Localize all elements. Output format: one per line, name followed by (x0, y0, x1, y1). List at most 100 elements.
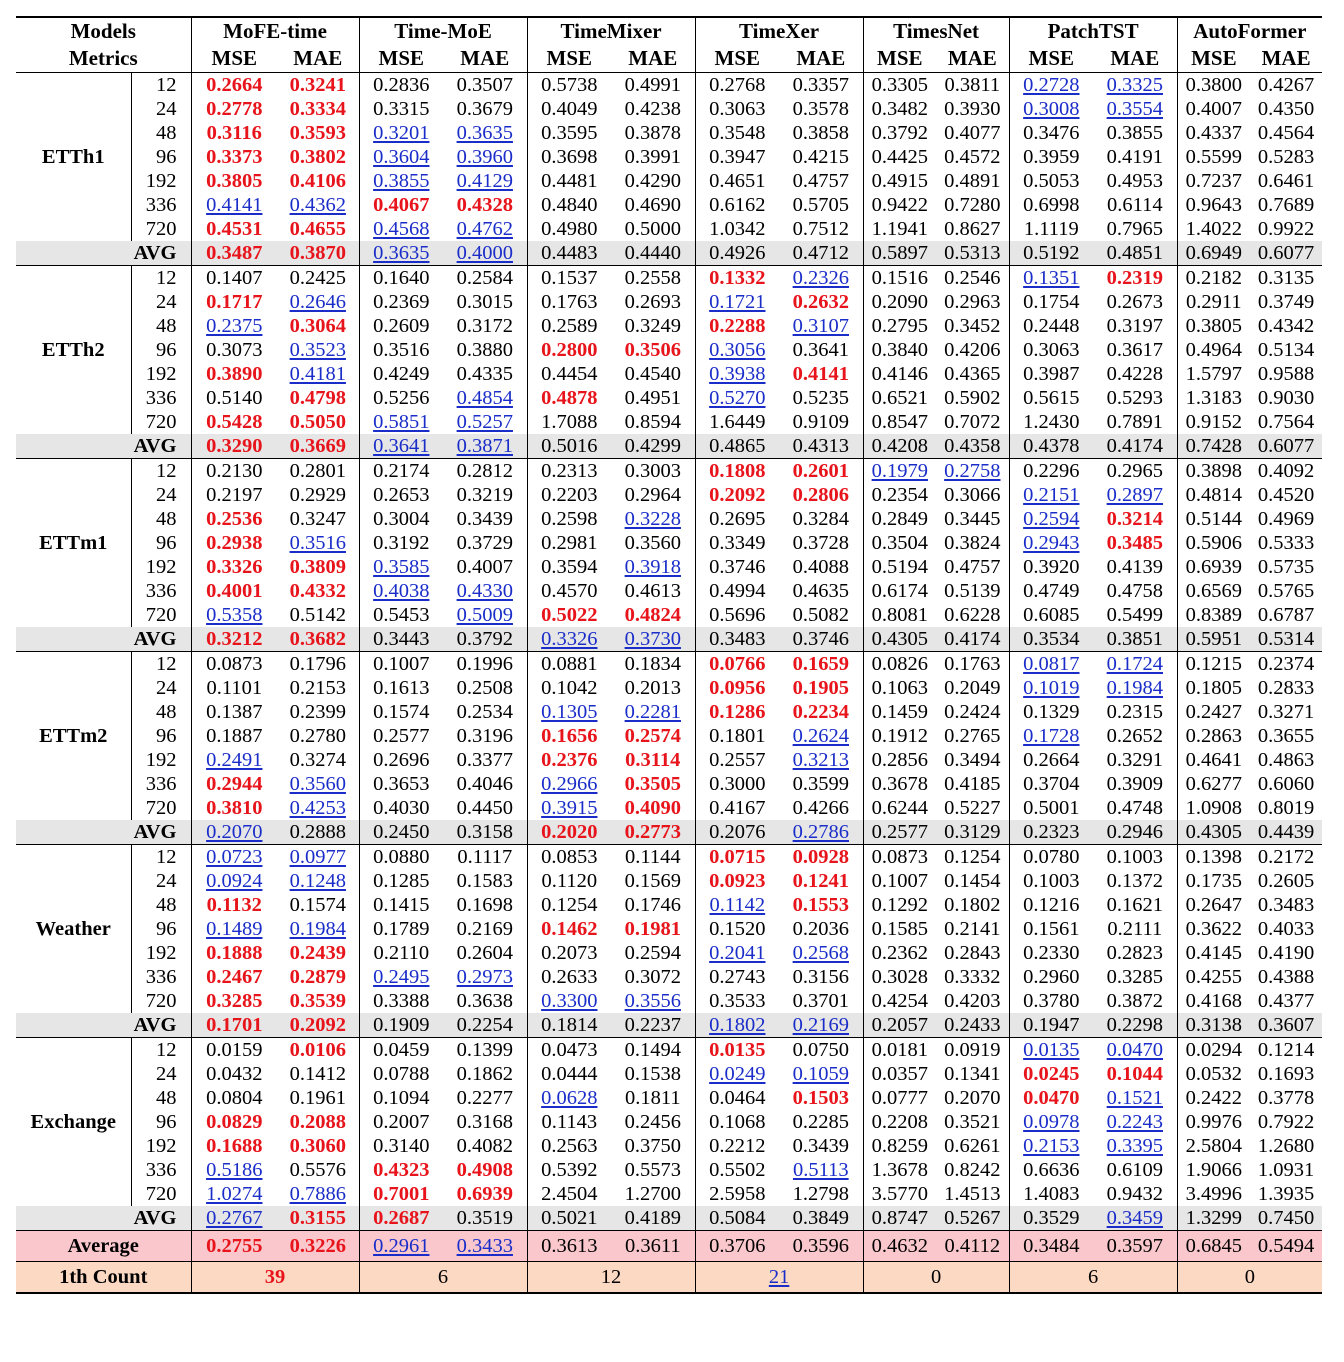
metric-value-cell: 0.6060 (1257, 773, 1315, 795)
metric-value-cell: 0.3290 (191, 434, 278, 459)
horizon-label: 336 (131, 1158, 192, 1182)
horizon-label: 12 (131, 265, 192, 290)
metric-value-cell: 0.2092 (277, 1013, 360, 1038)
metric-value-cell: 0.5313 (936, 241, 1010, 266)
metric-value-cell: 0.2598 (541, 508, 598, 530)
metric-value-cell: 0.3548 (709, 122, 766, 144)
best-value: 0.1462 (541, 918, 598, 940)
avg-label: AVG (131, 1206, 192, 1231)
metric-value-cell: 0.4568 (359, 217, 443, 241)
second-best-value: 0.3008 (1023, 98, 1080, 120)
mse-header: MSE (1177, 45, 1251, 73)
metric-value-cell: 0.7689 (1257, 194, 1315, 216)
best-value: 0.4328 (456, 194, 513, 216)
horizon-label: 24 (131, 676, 192, 700)
metric-value-cell: 0.4915 (871, 170, 928, 192)
best-value: 0.4824 (624, 604, 681, 626)
metric-value-cell: 2.4504 (541, 1183, 598, 1205)
metric-value-cell: 0.3172 (443, 314, 528, 338)
metric-value-cell: 0.5765 (1257, 580, 1315, 602)
metric-value-cell: 0.4365 (936, 362, 1010, 386)
metric-value-cell: 0.0628 (527, 1086, 611, 1110)
metric-value-cell: 0.4953 (1093, 169, 1178, 193)
metric-value-cell: 0.2088 (277, 1110, 360, 1134)
metric-value-cell: 0.3305 (863, 72, 937, 97)
metric-value-cell: 0.2767 (191, 1206, 278, 1231)
metric-value-cell: 0.3613 (527, 1230, 612, 1262)
table-row: 720 0.5428 0.5050 0.5851 0.5257 1.7088 0.8594 1… (16, 410, 1322, 434)
metric-value-cell: 0.4520 (1257, 484, 1315, 506)
metric-value-cell: 0.7512 (779, 217, 864, 241)
metric-value-cell: 0.7965 (1093, 217, 1178, 241)
metric-value-cell: 0.1984 (277, 917, 360, 941)
metric-value-cell: 0.3064 (277, 314, 360, 338)
metric-value-cell: 0.8547 (871, 411, 928, 433)
avg-label: AVG (131, 434, 192, 459)
metric-value-cell: 0.3519 (443, 1206, 528, 1231)
metric-value-cell: 0.2888 (277, 820, 360, 845)
best-value: 0.3290 (206, 435, 263, 457)
metric-value-cell: 0.6939 (443, 1182, 528, 1206)
metric-value-cell: 0.4757 (936, 555, 1010, 579)
dataset-label: ETTh2 (16, 265, 132, 434)
metric-value-cell: 0.2693 (611, 290, 696, 314)
metric-value-cell: 0.4077 (936, 121, 1010, 145)
table-row: 336 0.5140 0.4798 0.5256 0.4854 0.4878 0.4951 0… (16, 386, 1322, 410)
second-best-value: 0.3871 (456, 435, 513, 457)
dataset-label: Exchange (16, 1037, 132, 1206)
second-best-value: 0.2375 (206, 315, 263, 337)
metric-value-cell: 0.2849 (871, 508, 928, 530)
metric-value-cell: 0.1003 (1023, 870, 1080, 892)
metric-value-cell: 0.4980 (541, 218, 598, 240)
metric-value-cell: 0.0853 (527, 844, 612, 869)
metric-value-cell: 0.1462 (527, 917, 611, 941)
best-value: 0.2632 (792, 291, 849, 313)
metric-value-cell: 0.2605 (1257, 870, 1315, 892)
metric-value-cell: 0.2944 (191, 772, 277, 796)
second-best-value: 0.5270 (709, 387, 766, 409)
metric-value-cell: 0.3129 (936, 820, 1010, 845)
metric-value-cell: 0.1805 (1185, 677, 1243, 699)
metric-value-cell: 0.4454 (541, 363, 598, 385)
second-best-value: 0.3459 (1106, 1207, 1163, 1229)
metric-value-cell: 0.2172 (1250, 844, 1323, 869)
horizon-label: 192 (131, 555, 192, 579)
metric-value-cell: 0.3138 (1177, 1013, 1251, 1038)
metric-value-cell: 0.9109 (779, 410, 864, 434)
metric-value-cell: 0.1585 (871, 918, 928, 940)
metric-value-cell: 0.4891 (936, 169, 1010, 193)
horizon-label: 12 (131, 844, 192, 869)
metric-value-cell: 0.4215 (779, 145, 864, 169)
table-row: 24 0.2778 0.3334 0.3315 0.3679 0.4049 0.4238 0.… (16, 97, 1322, 121)
metric-value-cell: 0.4337 (1185, 122, 1243, 144)
metric-value-cell: 0.2313 (527, 458, 612, 483)
best-value: 0.2574 (624, 725, 681, 747)
model-header-time-moe: Time-MoE (359, 16, 528, 45)
metric-value-cell: 0.3560 (611, 531, 696, 555)
second-best-value: 0.4141 (206, 194, 263, 216)
avg-label: AVG (131, 627, 192, 652)
metric-value-cell: 0.9432 (1093, 1182, 1178, 1206)
metric-value-cell: 0.2765 (936, 724, 1010, 748)
table-row: 24 0.0432 0.1412 0.0788 0.1862 0.0444 0.1538 0.… (16, 1062, 1322, 1086)
metric-value-cell: 0.4655 (277, 217, 360, 241)
metric-value-cell: 0.3641 (359, 434, 444, 459)
avg-row-spacer (16, 434, 131, 459)
second-best-value: 0.0628 (541, 1087, 598, 1109)
metric-value-cell: 0.4168 (1185, 990, 1243, 1012)
metric-value-cell: 0.2374 (1250, 651, 1323, 676)
metric-value-cell: 0.0532 (1185, 1063, 1243, 1085)
best-value: 0.3485 (1106, 532, 1163, 554)
metric-value-cell: 0.2938 (191, 531, 277, 555)
metric-value-cell: 1.2680 (1257, 1135, 1315, 1157)
table-row: 48 0.1132 0.1574 0.1415 0.1698 0.1254 0.1746 0.… (16, 893, 1322, 917)
metric-value-cell: 0.2007 (373, 1111, 430, 1133)
metric-value-cell: 0.2076 (695, 820, 780, 845)
best-value: 0.3870 (289, 242, 346, 264)
metric-value-cell: 0.0135 (1009, 1037, 1094, 1062)
second-best-value: 0.2728 (1023, 74, 1080, 96)
metric-value-cell: 0.8389 (1185, 604, 1243, 626)
metric-value-cell: 0.5696 (709, 604, 766, 626)
table-row: 720 0.4531 0.4655 0.4568 0.4762 0.4980 0.5000 1… (16, 217, 1322, 241)
metric-value-cell: 0.3909 (1093, 772, 1178, 796)
